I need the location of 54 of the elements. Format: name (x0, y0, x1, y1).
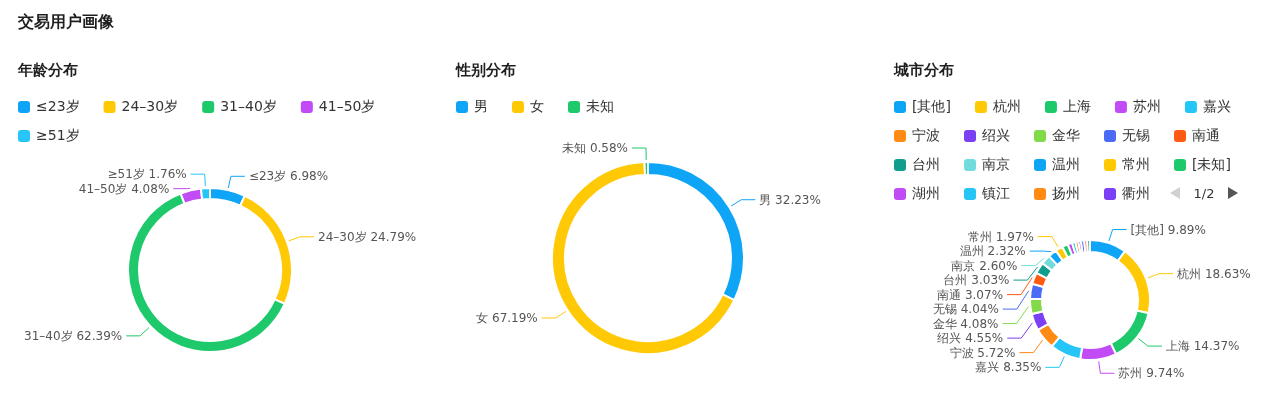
legend-label: 嘉兴 (1202, 98, 1231, 114)
legend-label: [其他] (912, 98, 951, 114)
category-label: 嘉兴 8.35% (975, 360, 1042, 375)
category-label: 金华 4.08% (932, 316, 999, 331)
category-label: 41–50岁 4.08% (78, 181, 170, 196)
category-label: 无锡 4.04% (932, 302, 999, 317)
category-label: 常州 1.97% (967, 229, 1034, 244)
category-label: 南京 2.60% (951, 258, 1018, 273)
legend-label: ≤23岁 (36, 98, 80, 114)
legend-label: 宁波 (912, 127, 940, 143)
category-label: [其他] 9.89% (1130, 222, 1206, 237)
category-label: ≤23岁 6.98% (248, 169, 329, 184)
category-label: 男 32.23% (759, 192, 821, 207)
category-label: 宁波 5.72% (949, 345, 1016, 360)
category-label: 上海 14.37% (1165, 339, 1240, 354)
legend-label: 绍兴 (982, 127, 1010, 143)
legend-label: 男 (474, 98, 488, 114)
category-label: 温州 2.32% (959, 244, 1026, 259)
category-label: 未知 0.58% (562, 141, 628, 156)
legend-label: 扬州 (1052, 185, 1080, 201)
chart-title: 城市分布 (893, 61, 954, 79)
category-label: 女 67.19% (476, 310, 538, 325)
legend-label: [未知] (1192, 156, 1231, 172)
legend-label: 湖州 (912, 185, 940, 201)
category-label: 苏州 9.74% (1118, 366, 1185, 381)
chart-title: 年龄分布 (17, 61, 78, 79)
category-label: 台州 3.03% (943, 273, 1010, 288)
category-label: 绍兴 4.55% (937, 331, 1004, 346)
category-label: ≥51岁 1.76% (107, 167, 187, 182)
text: 1/2 (1193, 186, 1215, 201)
chart-title: 性别分布 (455, 61, 516, 79)
legend-label: 金华 (1052, 127, 1080, 143)
legend-label: 台州 (912, 156, 940, 172)
legend-label: 镇江 (981, 185, 1010, 201)
legend-label: 杭州 (991, 98, 1021, 114)
legend-label: 温州 (1052, 156, 1080, 172)
category-label: 南通 3.07% (937, 287, 1004, 302)
legend-label: 41–50岁 (318, 98, 376, 114)
legend-label: 苏州 (1132, 98, 1161, 114)
legend-label: 常州 (1122, 156, 1150, 172)
category-label: 24–30岁 24.79% (318, 229, 417, 244)
legend-label: 未知 (586, 98, 614, 114)
legend-label: 无锡 (1122, 127, 1150, 143)
category-label: 杭州 18.63% (1177, 266, 1251, 281)
legend-label: 南京 (982, 156, 1010, 172)
legend-label: 31–40岁 (220, 98, 277, 114)
legend-label: 女 (530, 98, 544, 114)
text: 交易用户画像 (17, 12, 115, 31)
legend-label: 衢州 (1122, 185, 1150, 201)
category-label: 31–40岁 62.39% (24, 328, 123, 343)
legend-label: 南通 (1192, 127, 1220, 143)
legend-label: 上海 (1062, 98, 1091, 114)
legend-label: 24–30岁 (121, 98, 179, 114)
legend-label: ≥51岁 (36, 127, 80, 143)
